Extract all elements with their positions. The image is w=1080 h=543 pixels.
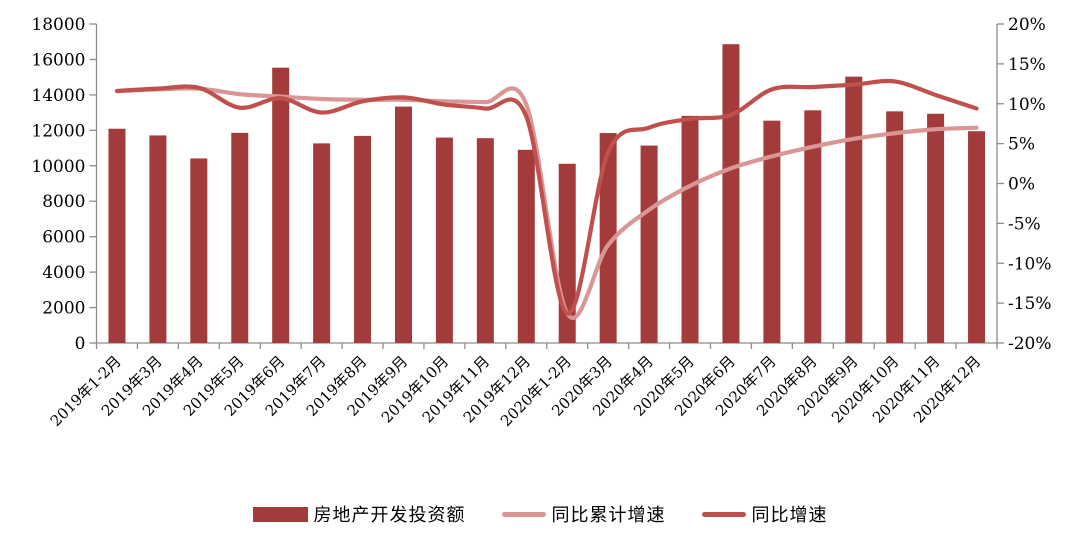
y-axis-label-left: 6000 xyxy=(42,228,85,248)
investment-bar xyxy=(599,133,617,343)
y-axis-label-left: 18000 xyxy=(31,15,85,35)
investment-bar xyxy=(804,110,822,343)
y-axis-label-left: 10000 xyxy=(31,157,85,177)
y-axis-label-left: 16000 xyxy=(31,50,85,70)
y-axis-label-right: 20% xyxy=(1008,15,1046,35)
bar-swatch-icon xyxy=(252,506,308,522)
investment-bar xyxy=(394,106,412,343)
investment-bar xyxy=(681,115,699,343)
light-line-swatch-icon xyxy=(501,511,546,517)
y-axis-label-left: 2000 xyxy=(42,299,85,319)
investment-bar xyxy=(190,158,208,343)
investment-bar xyxy=(231,132,249,343)
investment-bar xyxy=(149,135,167,343)
investment-bar xyxy=(968,131,986,343)
investment-bar xyxy=(435,137,453,343)
y-axis-label-left: 8000 xyxy=(42,192,85,212)
y-axis-label-right: -20% xyxy=(1008,334,1052,354)
investment-bar xyxy=(763,120,781,344)
investment-bar xyxy=(108,128,126,343)
investment-bar xyxy=(313,143,331,343)
y-axis-label-right: -5% xyxy=(1008,214,1041,234)
legend-item-yoy-growth: 同比增速 xyxy=(701,501,828,527)
monthly-growth-line xyxy=(114,78,979,316)
investment-bar xyxy=(640,145,658,343)
investment-bar xyxy=(927,113,945,343)
y-axis-label-right: 5% xyxy=(1008,135,1035,155)
y-axis-label-right: 15% xyxy=(1008,55,1046,75)
legend-item-cumulative-growth: 同比累计增速 xyxy=(501,501,666,527)
y-axis-label-right: -10% xyxy=(1008,254,1052,274)
y-axis-label-left: 0 xyxy=(75,334,86,354)
investment-bar xyxy=(354,135,372,343)
y-axis-label-left: 4000 xyxy=(42,263,85,283)
y-axis-label-right: 10% xyxy=(1008,95,1046,115)
legend-label-cumulative-growth: 同比累计增速 xyxy=(551,505,666,526)
investment-bar xyxy=(272,67,290,343)
legend-label-investment: 房地产开发投资额 xyxy=(313,505,466,526)
y-axis-label-right: 0% xyxy=(1008,175,1035,195)
investment-bar xyxy=(722,44,740,343)
y-axis-label-left: 12000 xyxy=(31,121,85,141)
investment-bar xyxy=(886,111,904,343)
investment-bar xyxy=(845,76,863,343)
legend-label-yoy-growth: 同比增速 xyxy=(751,505,828,526)
red-line-swatch-icon xyxy=(701,511,746,517)
investment-bar xyxy=(517,149,535,343)
combo-chart: 0 2000 4000 6000 8000 10000 12000 14000 16000 180… xyxy=(31,15,1052,430)
investment-bar xyxy=(476,138,494,343)
y-axis-label-right: -15% xyxy=(1008,294,1052,314)
legend-item-investment: 房地产开发投资额 xyxy=(252,501,466,527)
chart-legend: 房地产开发投资额 同比累计增速 同比增速 xyxy=(0,494,1080,534)
y-axis-label-left: 14000 xyxy=(31,86,85,106)
